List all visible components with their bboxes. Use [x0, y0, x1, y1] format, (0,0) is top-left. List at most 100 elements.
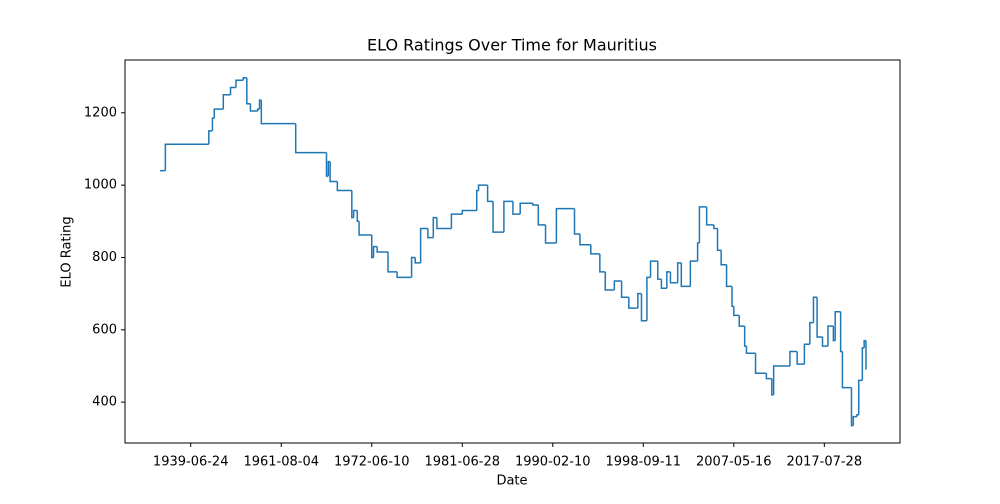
line-step	[676, 262, 682, 283]
line-step	[208, 130, 213, 145]
y-tick-label: 800	[92, 250, 117, 265]
line-step	[816, 297, 823, 338]
line-step	[660, 279, 667, 289]
y-tick-label: 1000	[84, 178, 117, 193]
line-step	[414, 257, 421, 264]
line-step	[604, 271, 615, 291]
plot-frame	[124, 59, 901, 444]
line-step	[698, 206, 707, 244]
x-tick-label: 1972-06-10	[334, 455, 410, 470]
line-step	[669, 271, 678, 284]
x-tick-label: 1998-09-11	[606, 455, 682, 470]
line-step	[689, 260, 698, 287]
line-step	[235, 79, 244, 88]
x-tick-label: 2007-05-16	[696, 455, 772, 470]
line-step	[372, 245, 378, 258]
line-step	[351, 190, 354, 219]
x-tick-label: 1961-08-04	[243, 455, 319, 470]
line-step	[834, 310, 841, 341]
line-step	[410, 256, 416, 278]
line-step	[419, 227, 428, 263]
line-step	[745, 346, 756, 355]
line-step	[599, 253, 606, 273]
line-step	[827, 325, 834, 347]
line-step	[258, 99, 262, 110]
line-step	[738, 315, 745, 327]
line-step	[532, 203, 539, 206]
line-step	[329, 161, 338, 183]
line-step	[544, 224, 557, 244]
line-step	[356, 210, 360, 223]
line-step	[436, 217, 452, 230]
y-tick-label: 1200	[84, 105, 117, 120]
line-step	[432, 216, 437, 238]
x-tick-label: 1990-02-10	[515, 455, 591, 470]
line-step	[657, 261, 662, 280]
line-step	[213, 108, 224, 119]
line-step	[376, 246, 389, 253]
line-step	[861, 347, 865, 381]
line-step	[628, 297, 638, 309]
x-tick-label: 1939-06-24	[153, 455, 229, 470]
line-step	[519, 202, 533, 215]
line-step	[358, 221, 372, 236]
line-step	[852, 415, 857, 426]
line-step	[696, 242, 700, 262]
line-step	[461, 209, 477, 215]
line-step	[705, 206, 714, 226]
line-step	[387, 252, 398, 273]
line-step	[579, 233, 591, 246]
line-step	[812, 296, 818, 323]
line-step	[640, 293, 647, 322]
line-step	[492, 201, 504, 233]
line-step	[646, 276, 651, 321]
line-step	[229, 86, 236, 95]
line-step	[222, 93, 231, 110]
line-step	[713, 224, 718, 230]
line-step	[246, 77, 251, 105]
line-step	[821, 337, 828, 347]
line-step	[260, 100, 296, 125]
line-step	[486, 185, 494, 203]
line-step	[327, 160, 331, 177]
line-step	[666, 271, 671, 289]
y-axis-label: ELO Rating	[60, 216, 75, 287]
line-step	[803, 343, 810, 365]
line-step	[294, 123, 327, 154]
y-tick-label: 400	[92, 395, 117, 410]
x-tick-label: 2017-07-28	[787, 455, 863, 470]
line-step	[211, 117, 215, 131]
line-step	[242, 76, 247, 81]
line-step	[771, 378, 774, 396]
line-step	[841, 351, 852, 389]
line-step	[832, 326, 836, 342]
line-step	[537, 205, 546, 226]
line-step	[637, 292, 642, 309]
line-step	[336, 181, 352, 192]
line-step	[716, 228, 722, 251]
line-step	[477, 184, 488, 191]
line-step	[475, 189, 479, 211]
line-step	[809, 321, 814, 345]
line-step	[857, 379, 863, 415]
line-step	[573, 208, 580, 235]
line-step	[613, 280, 622, 291]
line-step	[352, 209, 358, 218]
line-step	[427, 228, 434, 239]
line-step	[503, 200, 513, 233]
line-step	[249, 103, 258, 112]
line-step	[680, 262, 691, 288]
line-step	[772, 365, 790, 395]
line-step	[720, 250, 727, 266]
line-step	[796, 351, 805, 365]
line-step	[512, 201, 521, 215]
line-step	[733, 306, 740, 317]
line-step	[765, 373, 772, 380]
line-step	[754, 353, 767, 374]
line-step	[555, 207, 575, 244]
line-step	[620, 280, 629, 298]
x-tick-label: 1981-06-28	[424, 455, 500, 470]
line-step	[164, 143, 209, 171]
